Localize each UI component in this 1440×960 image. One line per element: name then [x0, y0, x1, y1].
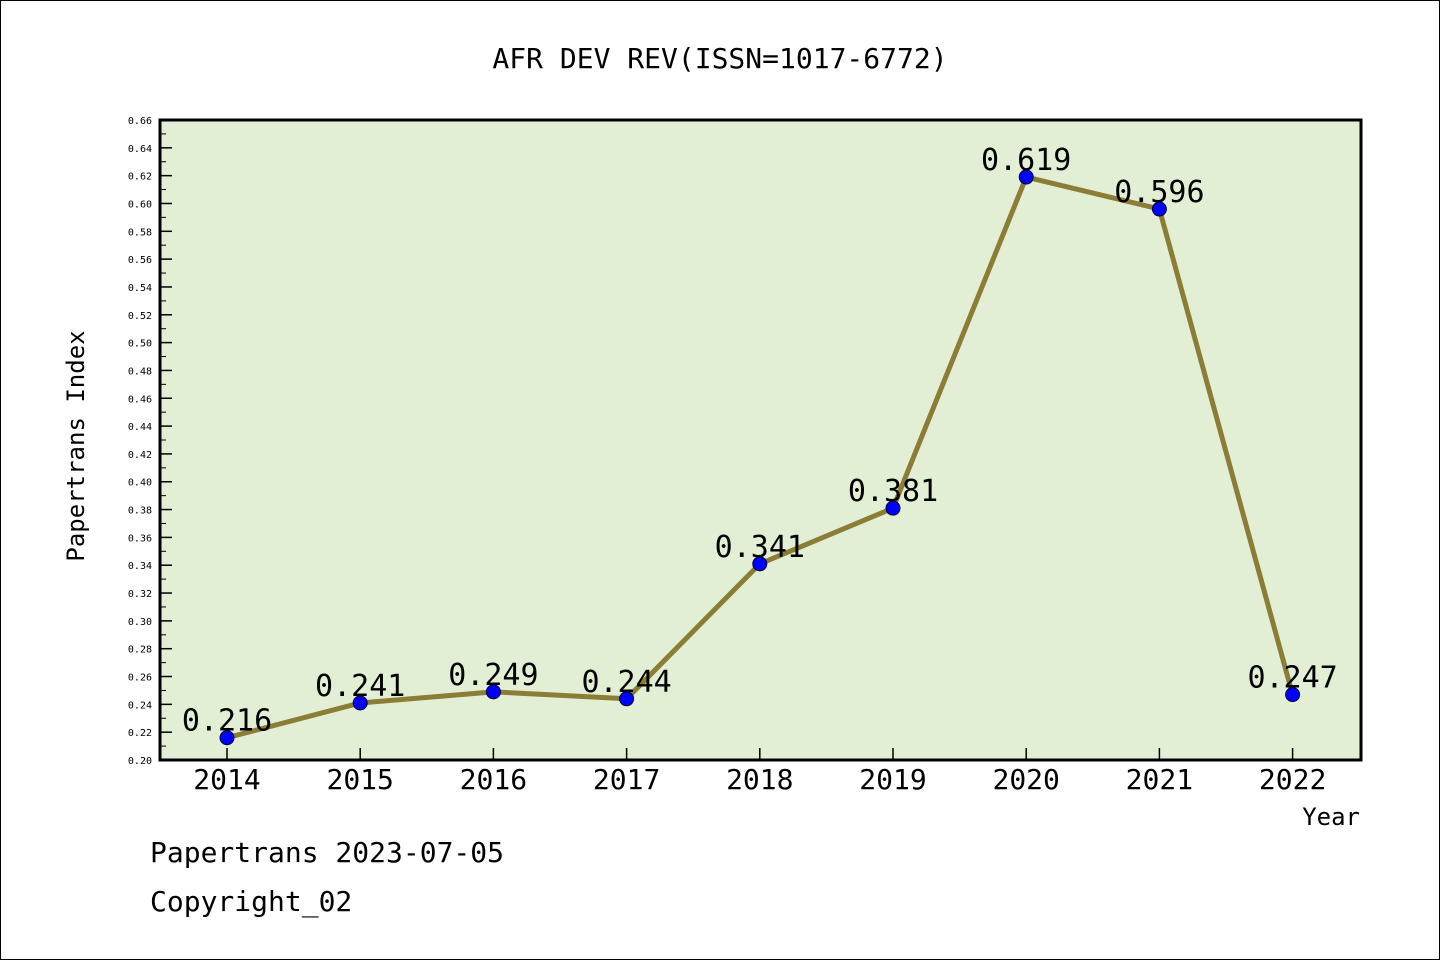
data-point [219, 730, 235, 746]
y-axis-title: Papertrans Index [62, 330, 90, 561]
plot-border [158, 118, 1363, 762]
data-labels: 0.216 0.241 0.249 0.244 0.341 0.381 0.619 0.596… [182, 143, 1338, 739]
y-tick-label: 0.52 [128, 311, 152, 322]
x-tick-label: 2017 [593, 763, 660, 796]
y-tick-label: 0.28 [128, 645, 152, 656]
x-tick-label: 2016 [460, 763, 527, 796]
x-tick-label: 2018 [726, 763, 793, 796]
x-tick-label: 2019 [859, 763, 926, 796]
y-tick-label: 0.48 [128, 366, 152, 377]
data-label: 0.241 [315, 669, 405, 704]
footer-copyright: Copyright_02 [150, 885, 353, 918]
y-tick-label: 0.42 [128, 450, 152, 461]
x-tick-label: 2015 [326, 763, 393, 796]
y-tick-label: 0.30 [128, 617, 152, 628]
y-tick-label: 0.36 [128, 533, 152, 544]
data-point [1285, 687, 1301, 703]
data-label: 0.596 [1114, 175, 1204, 210]
x-axis-ticks [226, 748, 1294, 760]
data-label: 0.247 [1247, 661, 1337, 696]
data-point [752, 556, 768, 572]
data-label: 0.244 [581, 665, 671, 700]
y-tick-label: 0.40 [128, 478, 152, 489]
y-tick-label: 0.50 [128, 339, 152, 350]
chart-title: AFR DEV REV(ISSN=1017-6772) [492, 42, 947, 75]
data-label: 0.216 [182, 704, 272, 739]
y-tick-label: 0.62 [128, 172, 152, 183]
y-tick-label: 0.38 [128, 506, 152, 517]
footer-date: Papertrans 2023-07-05 [150, 836, 505, 869]
y-tick-label: 0.20 [128, 756, 152, 767]
data-label: 0.249 [448, 658, 538, 693]
y-axis-tick-labels: 0.20 0.22 0.24 0.26 0.28 0.30 0.32 0.34 0.36 0.38… [128, 116, 152, 767]
y-tick-label: 0.64 [128, 144, 152, 155]
data-point [619, 691, 635, 707]
y-tick-label: 0.60 [128, 199, 152, 210]
data-label: 0.341 [715, 530, 805, 565]
data-point [885, 500, 901, 516]
plot-area [160, 120, 1361, 760]
data-point [485, 684, 501, 700]
y-tick-label: 0.56 [128, 255, 152, 266]
x-tick-label: 2014 [193, 763, 260, 796]
y-tick-label: 0.26 [128, 673, 152, 684]
y-tick-label: 0.46 [128, 394, 152, 405]
y-tick-label: 0.24 [128, 700, 152, 711]
x-tick-label: 2020 [992, 763, 1059, 796]
x-axis-title: Year [1302, 803, 1360, 831]
series-markers [219, 169, 1301, 746]
y-tick-label: 0.58 [128, 227, 152, 238]
y-tick-label: 0.32 [128, 589, 152, 600]
y-tick-label: 0.34 [128, 561, 152, 572]
data-point [352, 695, 368, 711]
y-tick-label: 0.66 [128, 116, 152, 127]
data-label: 0.619 [981, 143, 1071, 178]
x-axis-tick-labels: 2014 2015 2016 2017 2018 2019 2020 2021 2022 [193, 763, 1326, 796]
y-tick-label: 0.44 [128, 422, 152, 433]
y-tick-label: 0.22 [128, 728, 152, 739]
data-point [1151, 201, 1167, 217]
data-point [1018, 169, 1034, 185]
data-label: 0.381 [848, 474, 938, 509]
x-tick-label: 2021 [1126, 763, 1193, 796]
x-tick-label: 2022 [1259, 763, 1326, 796]
y-tick-label: 0.54 [128, 283, 152, 294]
